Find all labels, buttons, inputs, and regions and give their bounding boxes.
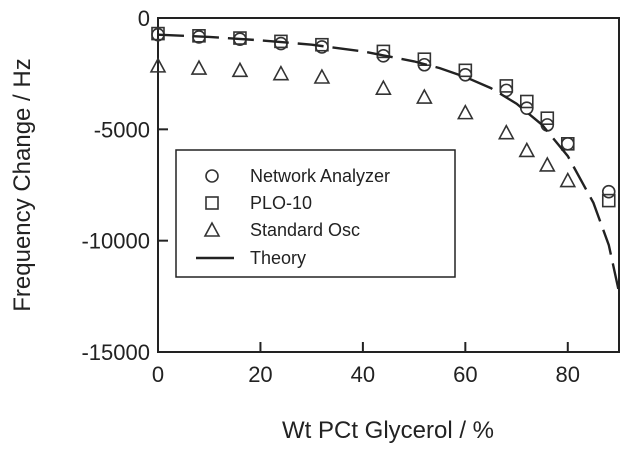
x-tick-label: 20	[248, 362, 272, 387]
square-point	[458, 63, 473, 78]
x-axis-ticks: 0 20 40 60 80	[152, 342, 580, 387]
square-point	[151, 26, 165, 41]
triangle-point	[313, 68, 331, 84]
triangle-point	[456, 103, 474, 120]
triangle-point	[497, 123, 515, 140]
legend-label: Theory	[250, 248, 306, 268]
triangle-point	[149, 57, 167, 73]
triangle-point	[375, 79, 392, 95]
circle-point	[601, 184, 616, 199]
series-triangle	[149, 57, 577, 188]
y-axis-ticks: 0 -5000 -10000 -15000	[81, 6, 168, 365]
square-point	[601, 193, 616, 208]
series-layer	[149, 26, 621, 293]
x-axis-title: Wt PCt Glycerol / %	[282, 417, 494, 444]
triangle-point	[231, 61, 249, 78]
square-point	[540, 111, 555, 125]
theory-line	[157, 33, 621, 293]
y-axis-title: Frequency Change / Hz	[9, 58, 36, 311]
y-tick-label: -5000	[94, 117, 150, 142]
triangle-point	[416, 88, 433, 104]
square-point	[560, 137, 575, 151]
x-tick-label: 40	[351, 362, 375, 387]
triangle-point	[559, 171, 577, 188]
circle-point	[560, 137, 575, 151]
legend-label: Standard Osc	[250, 220, 360, 240]
triangle-point	[272, 64, 290, 81]
square-point	[499, 79, 514, 93]
plot-frame	[157, 17, 620, 353]
y-tick-label: 0	[138, 6, 150, 31]
legend: Network Analyzer PLO-10 Standard Osc Theory	[175, 149, 456, 278]
y-tick-label: -10000	[81, 229, 150, 254]
triangle-point	[538, 156, 556, 172]
square-point	[519, 94, 534, 109]
legend-swatch-square	[205, 196, 219, 210]
legend-box	[175, 149, 456, 278]
triangle-point	[190, 59, 208, 75]
legend-swatch-triangle	[203, 221, 221, 237]
triangle-point	[518, 141, 536, 158]
legend-label: PLO-10	[250, 193, 312, 213]
series-dashed-line	[157, 33, 621, 293]
legend-label: Network Analyzer	[250, 166, 390, 186]
x-tick-label: 0	[152, 362, 164, 387]
x-tick-label: 80	[556, 362, 580, 387]
y-tick-label: -15000	[81, 340, 150, 365]
x-tick-label: 60	[453, 362, 477, 387]
square-point	[376, 44, 391, 59]
legend-swatch-circle	[205, 169, 219, 183]
